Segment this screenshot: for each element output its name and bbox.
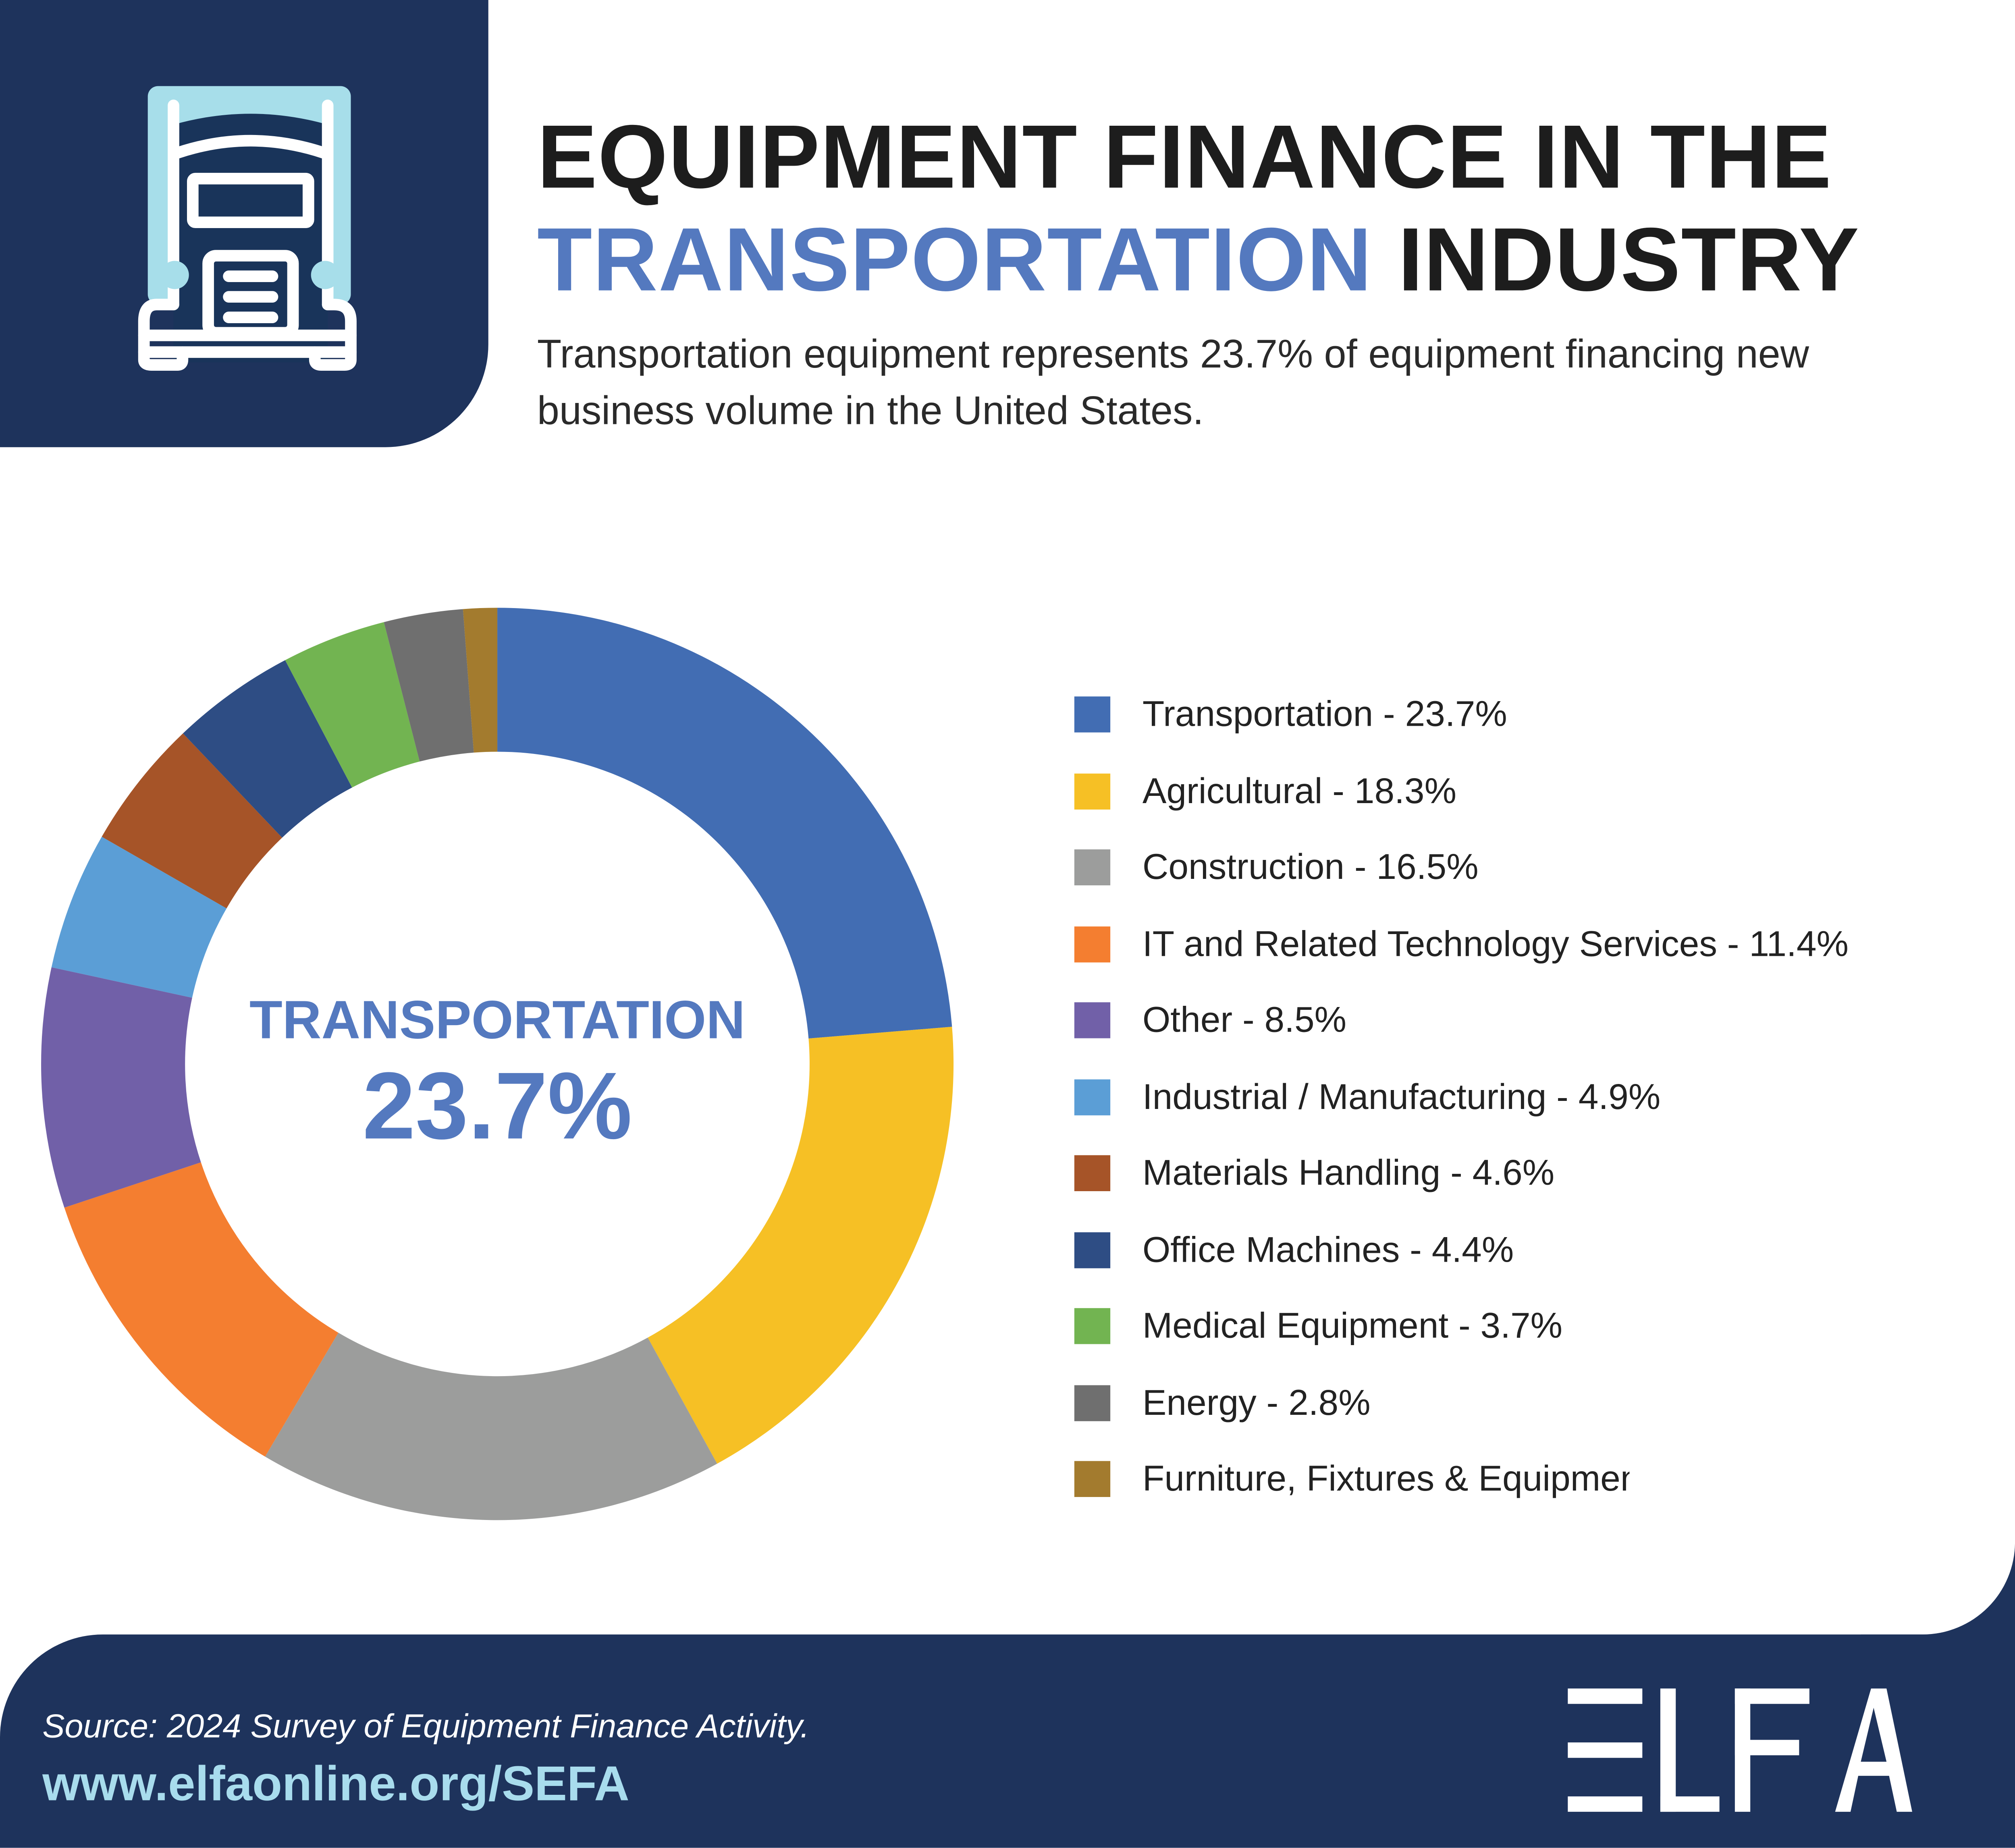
legend-swatch: [1074, 1002, 1111, 1038]
legend-label: Other - 8.5%: [1142, 999, 1347, 1040]
legend-item: IT and Related Technology Services - 11.…: [1074, 923, 1849, 1000]
legend-label: Industrial / Manufacturing - 4.9%: [1142, 1076, 1661, 1116]
header-icon-panel: [0, 0, 488, 447]
donut-slice-office-machines: [183, 660, 352, 838]
website-link[interactable]: www.elfaonline.org/SEFA: [42, 1758, 629, 1812]
legend-swatch: [1074, 1308, 1111, 1344]
legend-swatch: [1074, 1231, 1111, 1268]
legend-swatch: [1074, 1461, 1111, 1497]
legend-item: Medical Equipment - 3.7%: [1074, 1306, 1849, 1382]
truck-icon: [138, 86, 357, 371]
footer: Source: 2024 Survey of Equipment Finance…: [0, 1634, 2015, 1848]
donut-slice-energy: [384, 609, 474, 762]
page-title: EQUIPMENT FINANCE IN THE TRANSPORTATION …: [537, 105, 1860, 311]
legend-item: Industrial / Manufacturing - 4.9%: [1074, 1076, 1849, 1153]
legend-swatch: [1074, 849, 1111, 886]
donut-slice-materials-handling: [102, 733, 283, 909]
legend-label: Transportation - 23.7%: [1142, 694, 1507, 734]
donut-slice-transportation: [497, 608, 952, 1039]
donut-slice-industrial-manufacturing: [51, 837, 227, 998]
donut-slice-it-and-related-technology-services: [64, 1162, 339, 1457]
legend-swatch: [1074, 1155, 1111, 1192]
chart-legend: Transportation - 23.7% Agricultural - 18.…: [1074, 694, 1849, 1535]
legend-label: Agricultural - 18.3%: [1142, 770, 1457, 810]
legend-item: Office Machines - 4.4%: [1074, 1229, 1849, 1306]
legend-item: Energy - 2.8%: [1074, 1382, 1849, 1459]
donut-slice-other: [41, 967, 201, 1208]
donut-slice-agricultural: [648, 1026, 954, 1464]
legend-label: IT and Related Technology Services - 11.…: [1142, 923, 1849, 963]
title-rest: INDUSTRY: [1372, 209, 1860, 310]
donut-slice-furniture-fixtures-equipment: [463, 608, 498, 753]
legend-item: Materials Handling - 4.6%: [1074, 1152, 1849, 1229]
elfa-logo: [1568, 1688, 1912, 1812]
center-value: 23.7%: [362, 1052, 632, 1159]
corner-round: [1629, 1413, 2015, 1635]
legend-label: Materials Handling - 4.6%: [1142, 1152, 1555, 1193]
legend-item: Agricultural - 18.3%: [1074, 770, 1849, 847]
donut-slice-medical-equipment: [285, 622, 420, 788]
legend-item: Construction - 16.5%: [1074, 847, 1849, 923]
legend-swatch: [1074, 773, 1111, 809]
center-label: TRANSPORTATION: [249, 989, 746, 1050]
donut-chart: [41, 608, 954, 1520]
title-line1: EQUIPMENT FINANCE IN THE: [537, 106, 1832, 207]
legend-label: Medical Equipment - 3.7%: [1142, 1305, 1563, 1346]
source-text: Source: 2024 Survey of Equipment Finance…: [42, 1706, 810, 1745]
legend-swatch: [1074, 1078, 1111, 1115]
legend-swatch: [1074, 1384, 1111, 1421]
legend-label: Energy - 2.8%: [1142, 1382, 1371, 1422]
legend-item: Transportation - 23.7%: [1074, 694, 1849, 770]
donut-slice-construction: [265, 1333, 717, 1520]
title-highlight: TRANSPORTATION: [537, 209, 1373, 310]
subtitle: Transportation equipment represents 23.7…: [537, 331, 1809, 433]
legend-swatch: [1074, 926, 1111, 962]
legend-swatch: [1074, 696, 1111, 733]
legend-label: Office Machines - 4.4%: [1142, 1229, 1514, 1269]
legend-label: Construction - 16.5%: [1142, 847, 1479, 887]
legend-item: Other - 8.5%: [1074, 1000, 1849, 1076]
